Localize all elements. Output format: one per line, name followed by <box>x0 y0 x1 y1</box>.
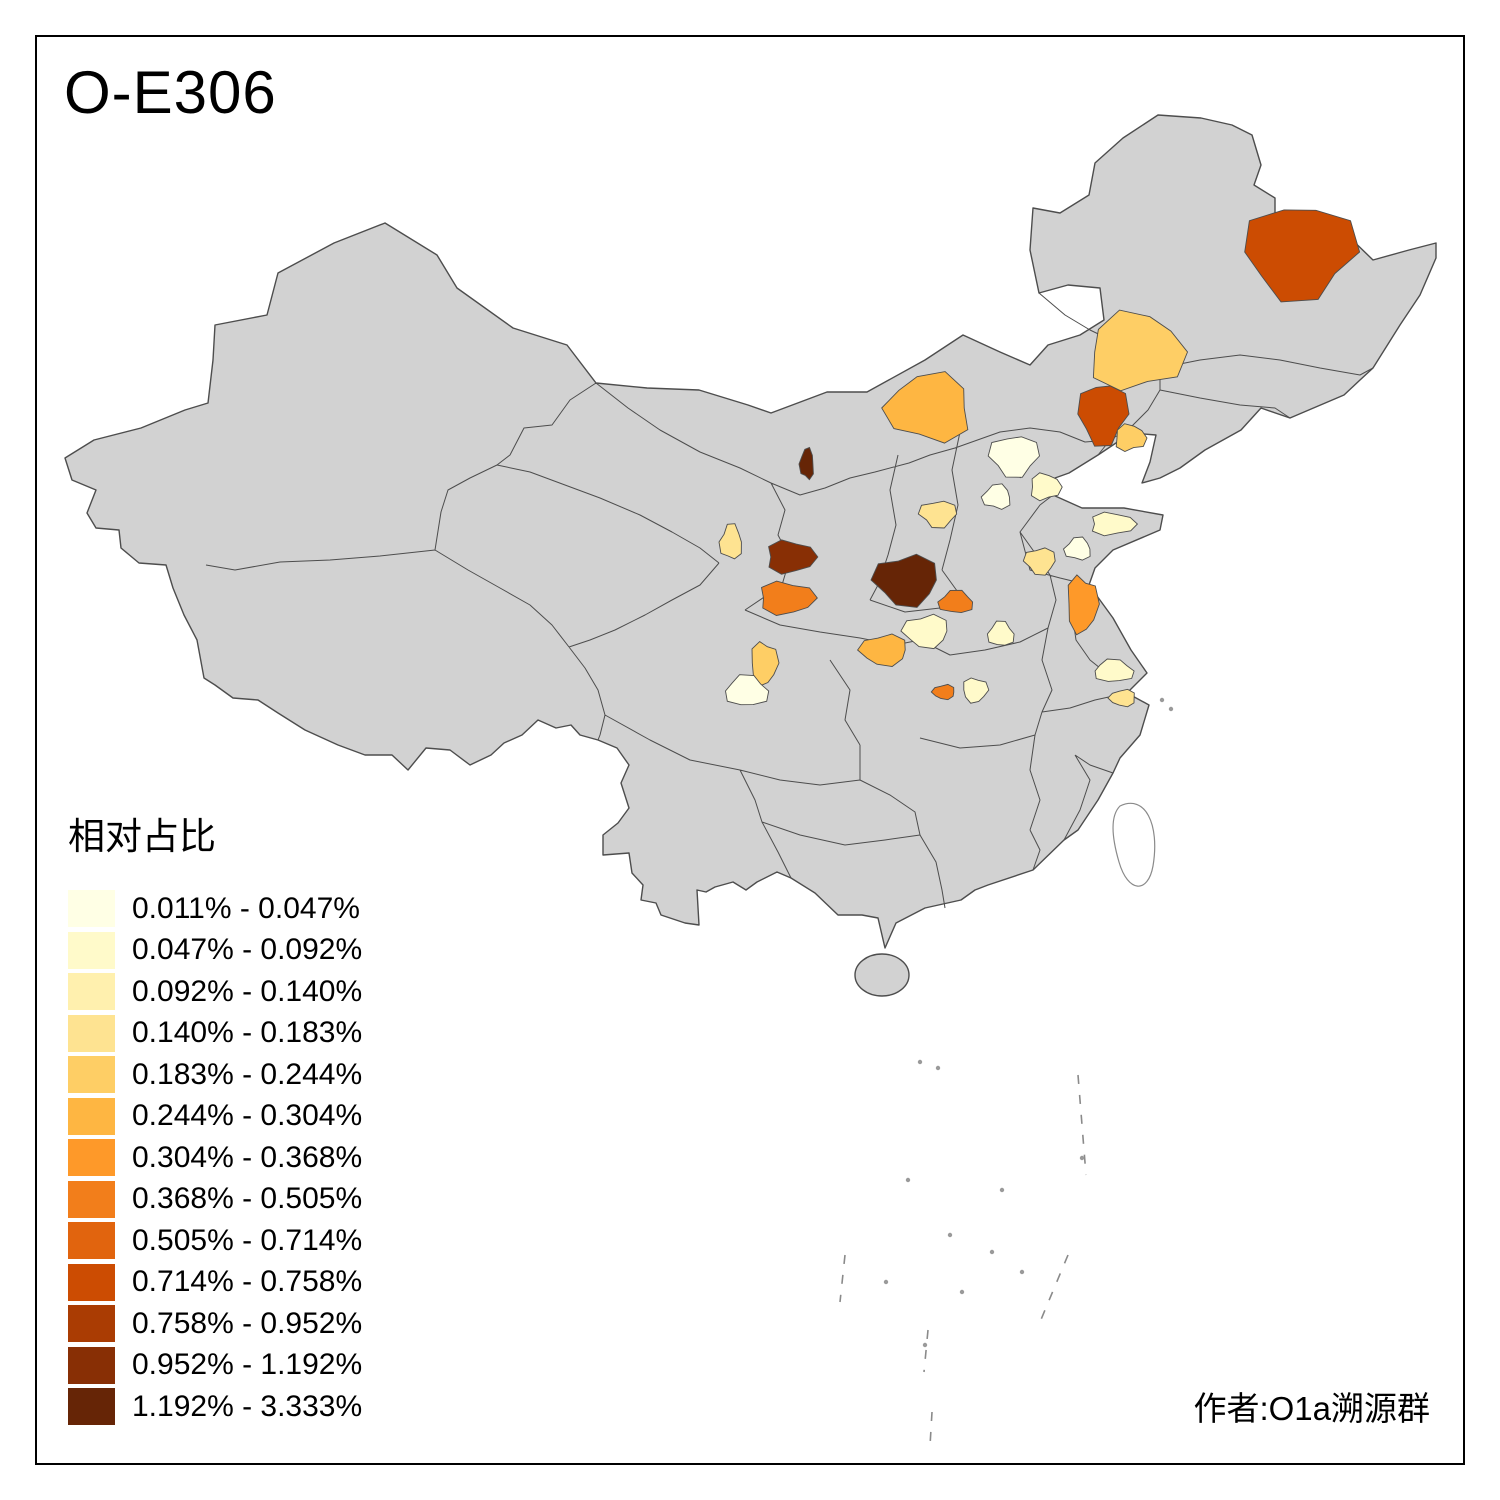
colored-regions <box>718 209 1361 708</box>
prefecture-region <box>963 677 990 704</box>
legend-item: 0.092% - 0.140% <box>68 971 362 1013</box>
legend-label: 0.140% - 0.183% <box>132 1016 363 1050</box>
legend-item: 0.758% - 0.952% <box>68 1303 362 1345</box>
mainland-outline <box>64 114 1437 949</box>
prefecture-region <box>1062 536 1091 561</box>
legend-swatch <box>68 1305 115 1343</box>
legend-label: 0.092% - 0.140% <box>132 974 363 1008</box>
prefecture-region <box>798 446 814 481</box>
legend-item: 0.011% - 0.047% <box>68 888 362 930</box>
prefecture-region <box>760 580 818 616</box>
prefecture-region <box>1115 423 1148 453</box>
prefecture-region <box>718 523 742 560</box>
legend-swatch <box>68 1346 115 1384</box>
legend-item: 0.368% - 0.505% <box>68 1179 362 1221</box>
legend-swatch <box>68 1014 115 1052</box>
legend-label: 0.011% - 0.047% <box>132 891 360 925</box>
legend-label: 1.192% - 3.333% <box>132 1389 363 1423</box>
legend-item: 0.244% - 0.304% <box>68 1096 362 1138</box>
prefecture-region <box>986 620 1015 646</box>
legend-items: 0.011% - 0.047% 0.047% - 0.092% 0.092% - 0… <box>68 888 362 1428</box>
prefecture-region <box>881 371 969 444</box>
south-china-sea-dashes <box>839 1074 1087 1447</box>
legend: 相对占比 0.011% - 0.047% 0.047% - 0.092% 0.092… <box>68 806 362 1428</box>
legend-item: 0.183% - 0.244% <box>68 1054 362 1096</box>
legend-swatch <box>68 890 115 928</box>
legend-label: 0.368% - 0.505% <box>132 1182 363 1216</box>
legend-swatch <box>68 1388 115 1426</box>
prefecture-region <box>930 683 955 701</box>
legend-label: 0.047% - 0.092% <box>132 933 363 967</box>
prefecture-region <box>987 436 1040 478</box>
legend-item: 0.047% - 0.092% <box>68 930 362 972</box>
prefecture-region <box>1091 511 1139 537</box>
legend-item: 0.304% - 0.368% <box>68 1137 362 1179</box>
legend-label: 0.714% - 0.758% <box>132 1265 363 1299</box>
legend-label: 0.505% - 0.714% <box>132 1223 363 1257</box>
legend-swatch <box>68 1222 115 1260</box>
legend-swatch <box>68 1097 115 1135</box>
hainan-island <box>854 953 910 997</box>
prefecture-region <box>856 633 906 667</box>
prefecture-region <box>1107 688 1135 708</box>
legend-swatch <box>68 973 115 1011</box>
legend-item: 0.140% - 0.183% <box>68 1013 362 1055</box>
prefecture-region <box>937 589 974 614</box>
page-title: O-E306 <box>64 59 277 126</box>
prefecture-region <box>1092 309 1189 392</box>
legend-label: 0.952% - 1.192% <box>132 1348 363 1382</box>
legend-item: 1.192% - 3.333% <box>68 1386 362 1428</box>
prefecture-region <box>1022 547 1056 576</box>
south-china-sea-islets <box>883 697 1174 1348</box>
prefecture-region <box>751 641 780 687</box>
legend-label: 0.304% - 0.368% <box>132 1140 363 1174</box>
legend-swatch <box>68 1180 115 1218</box>
legend-item: 0.714% - 0.758% <box>68 1262 362 1304</box>
legend-item: 0.952% - 1.192% <box>68 1345 362 1387</box>
prefecture-region <box>1077 385 1130 447</box>
prefecture-region <box>768 539 819 575</box>
legend-swatch <box>68 931 115 969</box>
legend-label: 0.244% - 0.304% <box>132 1099 363 1133</box>
legend-swatch <box>68 1263 115 1301</box>
legend-label: 0.758% - 0.952% <box>132 1306 363 1340</box>
legend-swatch <box>68 1139 115 1177</box>
prefecture-region <box>900 613 948 650</box>
prefecture-region <box>1030 472 1063 502</box>
taiwan-island <box>1112 802 1156 887</box>
prefecture-region <box>1094 658 1135 682</box>
legend-swatch <box>68 1056 115 1094</box>
prefecture-region <box>980 483 1011 510</box>
legend-label: 0.183% - 0.244% <box>132 1057 363 1091</box>
legend-title: 相对占比 <box>68 816 216 857</box>
prefecture-region <box>917 500 958 529</box>
credit-text: 作者:O1a溯源群 <box>1193 1390 1430 1427</box>
legend-item: 0.505% - 0.714% <box>68 1220 362 1262</box>
prefecture-region <box>1067 574 1100 636</box>
prefecture-region <box>870 553 937 608</box>
prefecture-region <box>1244 209 1361 303</box>
prefecture-region <box>725 674 770 706</box>
